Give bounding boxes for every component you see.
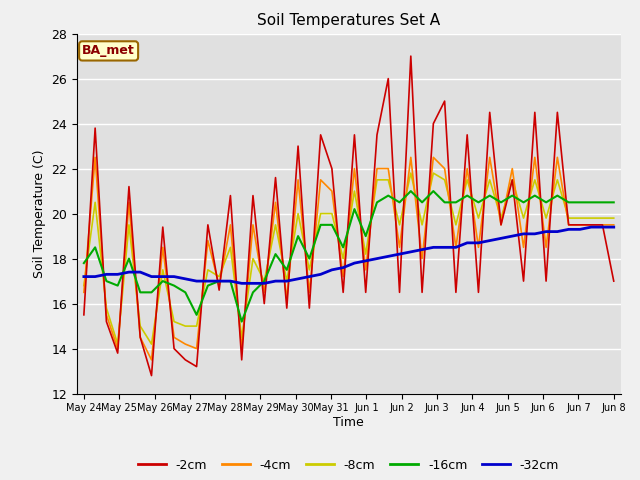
- X-axis label: Time: Time: [333, 416, 364, 429]
- Title: Soil Temperatures Set A: Soil Temperatures Set A: [257, 13, 440, 28]
- Y-axis label: Soil Temperature (C): Soil Temperature (C): [33, 149, 45, 278]
- Text: BA_met: BA_met: [82, 44, 135, 58]
- Legend: -2cm, -4cm, -8cm, -16cm, -32cm: -2cm, -4cm, -8cm, -16cm, -32cm: [133, 454, 564, 477]
